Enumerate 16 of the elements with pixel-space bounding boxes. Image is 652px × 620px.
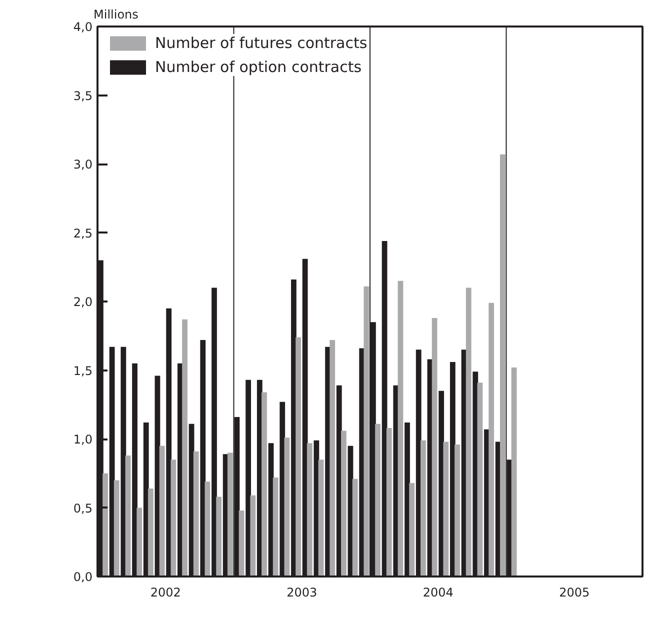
y-tick-label: 2,5: [73, 226, 93, 240]
y-tick-label: 0,5: [73, 501, 93, 516]
y-tick-label: 0,0: [73, 570, 93, 584]
legend-label: Number of option contracts: [155, 58, 362, 76]
legend-label: Number of futures contracts: [155, 34, 368, 52]
x-tick-label: 2002: [150, 586, 181, 600]
x-tick-label: 2005: [559, 586, 590, 600]
y-tick-label: 3,0: [73, 158, 93, 172]
x-tick-label: 2004: [422, 586, 454, 600]
y-tick-label: 4,0: [73, 20, 93, 34]
y-tick-label: 1,5: [73, 364, 93, 378]
x-tick-label: 2003: [286, 586, 318, 600]
y-tick-label: 1,0: [73, 432, 93, 446]
y-axis-title: Millions: [94, 8, 138, 22]
y-tick-label: 3,5: [73, 88, 93, 103]
y-tick-label: 2,0: [73, 295, 93, 309]
